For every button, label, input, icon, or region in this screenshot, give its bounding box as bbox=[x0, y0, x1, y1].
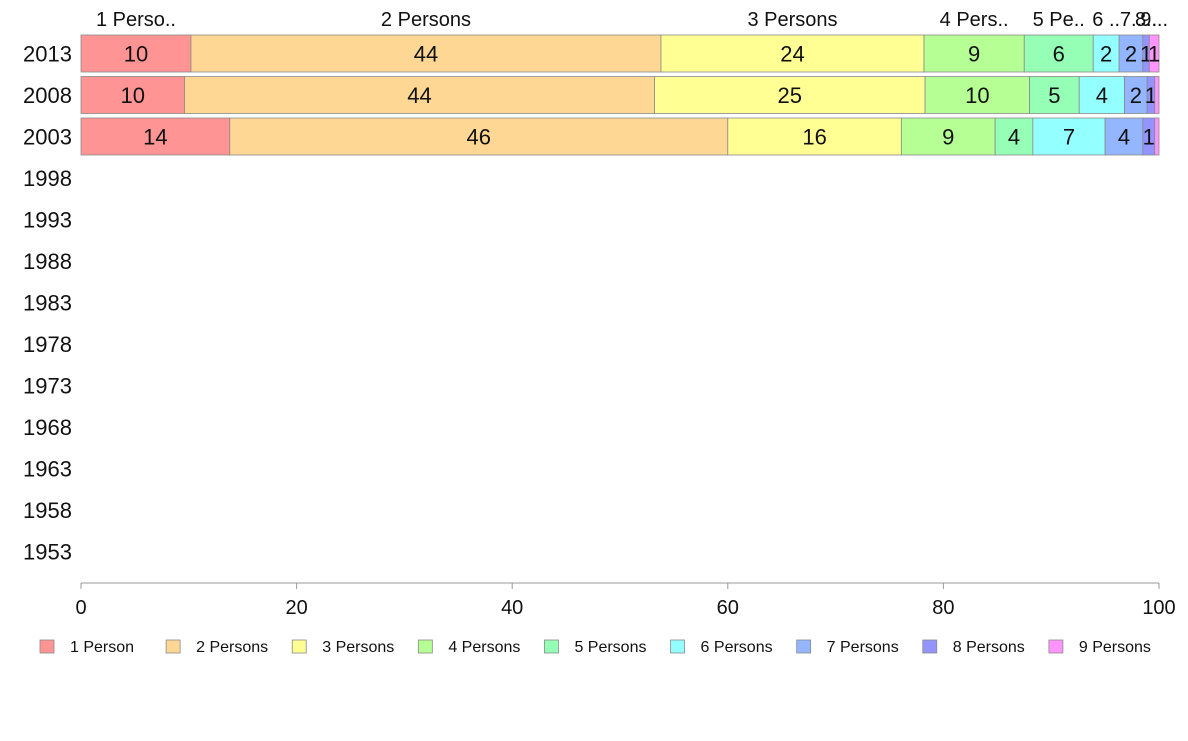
data-label-2003-4: 9 bbox=[942, 125, 954, 150]
legend-swatch-3 bbox=[291, 639, 307, 654]
category-label-1968: 1968 bbox=[23, 415, 72, 440]
bar-segment-2013-4 bbox=[923, 34, 1025, 73]
data-label-2008-1: 10 bbox=[121, 83, 145, 108]
bar-segment-2008-2 bbox=[184, 76, 655, 114]
top-label-3: 3 Persons bbox=[747, 9, 837, 31]
bar-segment-2003-3 bbox=[727, 117, 902, 156]
data-label-2013-1: 10 bbox=[124, 42, 148, 67]
legend-swatch-2 bbox=[165, 639, 181, 654]
legend-label-9: 9 Persons bbox=[1079, 639, 1151, 656]
x-tick-label-20: 20 bbox=[285, 597, 307, 619]
data-label-2008-6: 4 bbox=[1096, 83, 1108, 108]
legend-label-6: 6 Persons bbox=[701, 639, 773, 656]
bar-segment-2013-2 bbox=[190, 34, 662, 73]
bar-segment-2003-9 bbox=[1154, 117, 1160, 156]
category-label-1963: 1963 bbox=[23, 457, 72, 482]
data-label-2008-7: 2 bbox=[1130, 83, 1142, 108]
x-tick-label-40: 40 bbox=[501, 597, 523, 619]
legend-swatch-9 bbox=[1048, 639, 1064, 654]
data-label-2003-3: 16 bbox=[802, 125, 826, 150]
legend-swatch-6 bbox=[670, 639, 685, 654]
data-label-2013-4: 9 bbox=[968, 42, 980, 67]
bar-segment-2013-3 bbox=[660, 34, 925, 73]
legend-swatch-5 bbox=[544, 639, 559, 654]
top-label-9: 9... bbox=[1140, 9, 1168, 31]
legend-swatch-1 bbox=[39, 639, 55, 654]
data-label-2003-2: 46 bbox=[467, 125, 491, 150]
bar-segment-2013-9 bbox=[1148, 34, 1160, 73]
top-label-4: 4 Pers.. bbox=[940, 9, 1009, 31]
bar-segment-2013-1 bbox=[80, 34, 192, 73]
data-label-2003-5: 4 bbox=[1008, 125, 1020, 150]
x-tick-label-100: 100 bbox=[1142, 597, 1175, 619]
bar-segment-2008-6 bbox=[1078, 76, 1125, 114]
category-label-1998: 1998 bbox=[23, 166, 72, 191]
bar-segment-2003-2 bbox=[229, 117, 729, 156]
data-label-2013-6: 2 bbox=[1100, 42, 1112, 67]
legend-label-4: 4 Persons bbox=[448, 639, 520, 656]
legend-label-8: 8 Persons bbox=[953, 639, 1025, 656]
data-label-2013-7: 2 bbox=[1125, 42, 1137, 67]
bar-segment-2003-1 bbox=[80, 117, 231, 156]
top-label-6: 6 .. bbox=[1092, 9, 1120, 31]
data-label-2013-9: 1 bbox=[1148, 42, 1160, 67]
x-tick-label-0: 0 bbox=[75, 597, 86, 619]
top-label-5: 5 Pe.. bbox=[1033, 9, 1085, 31]
bar-segment-2003-7 bbox=[1104, 117, 1144, 156]
x-tick-label-60: 60 bbox=[717, 597, 739, 619]
data-label-2008-2: 44 bbox=[407, 83, 431, 108]
x-tick-label-80: 80 bbox=[932, 597, 954, 619]
data-label-2003-8: 1 bbox=[1143, 125, 1155, 150]
category-label-1983: 1983 bbox=[23, 291, 72, 316]
legend-swatch-8 bbox=[922, 639, 938, 654]
category-label-1993: 1993 bbox=[23, 208, 72, 233]
top-label-7: 7.. bbox=[1120, 9, 1142, 31]
data-label-2003-6: 7 bbox=[1063, 125, 1075, 150]
bar-segment-2003-5 bbox=[994, 117, 1034, 156]
bar-segment-2008-3 bbox=[654, 76, 926, 114]
data-label-2008-8: 1 bbox=[1145, 83, 1157, 108]
bar-segment-2003-6 bbox=[1032, 117, 1106, 156]
bar-segment-2003-4 bbox=[900, 117, 996, 156]
bar-segment-2013-6 bbox=[1092, 34, 1120, 73]
bar-segment-2008-1 bbox=[80, 76, 185, 114]
category-label-2013: 2013 bbox=[23, 42, 72, 67]
category-label-1958: 1958 bbox=[23, 498, 72, 523]
legend-label-1: 1 Person bbox=[70, 639, 134, 656]
legend-label-3: 3 Persons bbox=[322, 639, 394, 656]
data-label-2003-7: 4 bbox=[1118, 125, 1130, 150]
category-label-2003: 2003 bbox=[23, 125, 72, 150]
top-label-1: 1 Perso.. bbox=[96, 9, 176, 31]
data-label-2013-3: 24 bbox=[780, 42, 804, 67]
category-label-1953: 1953 bbox=[23, 540, 72, 565]
category-label-1973: 1973 bbox=[23, 374, 72, 399]
category-label-2008: 2008 bbox=[23, 83, 72, 108]
data-label-2008-5: 5 bbox=[1048, 83, 1060, 108]
data-label-2008-4: 10 bbox=[965, 83, 989, 108]
data-label-2008-3: 25 bbox=[778, 83, 802, 108]
data-label-2003-1: 14 bbox=[143, 125, 167, 150]
top-label-2: 2 Persons bbox=[381, 9, 471, 31]
bar-segment-2008-9 bbox=[1154, 76, 1160, 114]
category-label-1988: 1988 bbox=[23, 249, 72, 274]
data-label-2013-5: 6 bbox=[1053, 42, 1065, 67]
data-label-2013-2: 44 bbox=[414, 42, 438, 67]
legend-label-7: 7 Persons bbox=[827, 639, 899, 656]
bar-segment-2013-5 bbox=[1023, 34, 1094, 73]
legend-swatch-4 bbox=[417, 639, 433, 654]
legend-swatch-7 bbox=[796, 639, 812, 654]
legend-label-2: 2 Persons bbox=[196, 639, 268, 656]
top-label-8: 8.. bbox=[1135, 9, 1157, 31]
legend-label-5: 5 Persons bbox=[574, 639, 646, 656]
bar-segment-2008-5 bbox=[1029, 76, 1080, 114]
category-label-1978: 1978 bbox=[23, 332, 72, 357]
